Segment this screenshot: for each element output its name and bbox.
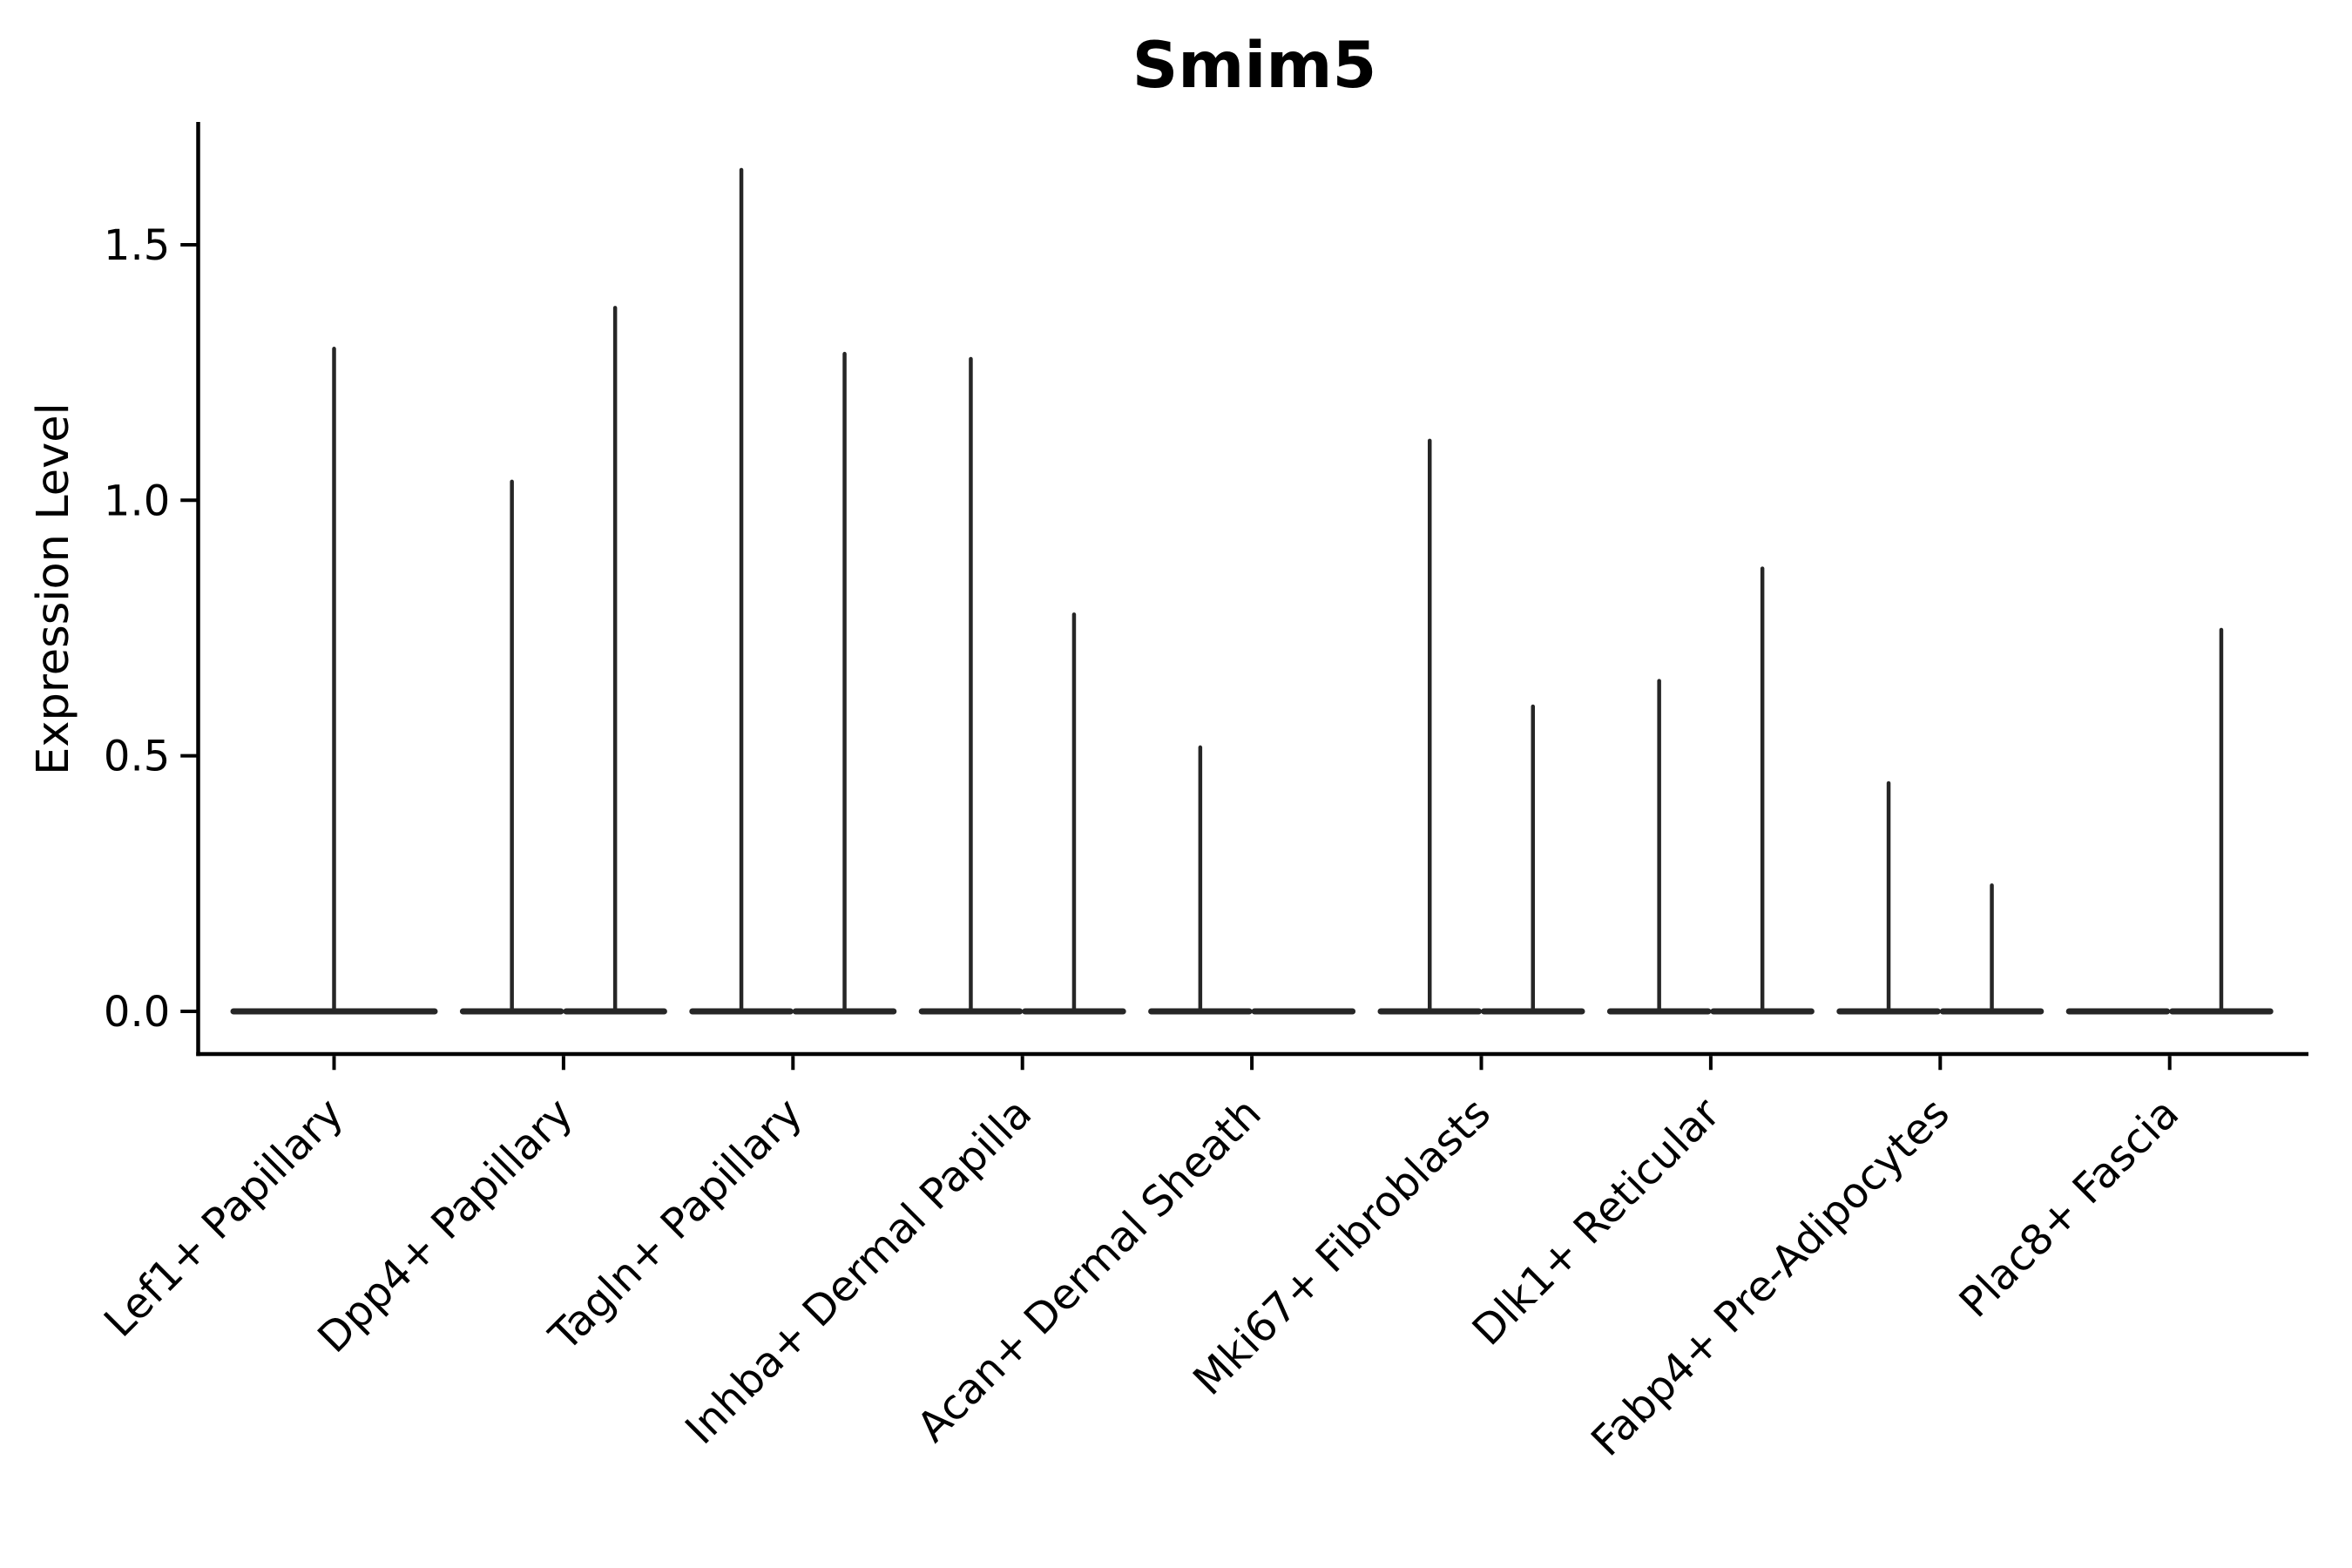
y-tick-label: 1.0 — [104, 476, 170, 525]
axes — [196, 122, 2308, 1057]
y-tick-label: 1.5 — [104, 221, 170, 270]
x-tick-label: Tagln+ Papillary — [539, 1089, 811, 1361]
y-tick-label: 0.0 — [104, 988, 170, 1037]
x-tick-label: Lef1+ Papillary — [95, 1089, 353, 1347]
violins — [230, 167, 2274, 1015]
y-tick-label: 0.5 — [104, 733, 170, 781]
y-axis-ticks: 0.0 0.5 1.0 1.5 — [104, 221, 199, 1037]
chart-title: Smim5 — [1132, 29, 1377, 103]
x-tick-label: Dlk1+ Reticular — [1463, 1089, 1730, 1355]
x-tick-label: Plac8+ Fascia — [1950, 1089, 2189, 1328]
y-axis-label: Expression Level — [28, 402, 79, 775]
x-tick-label: Dpp4+ Papillary — [308, 1089, 582, 1362]
